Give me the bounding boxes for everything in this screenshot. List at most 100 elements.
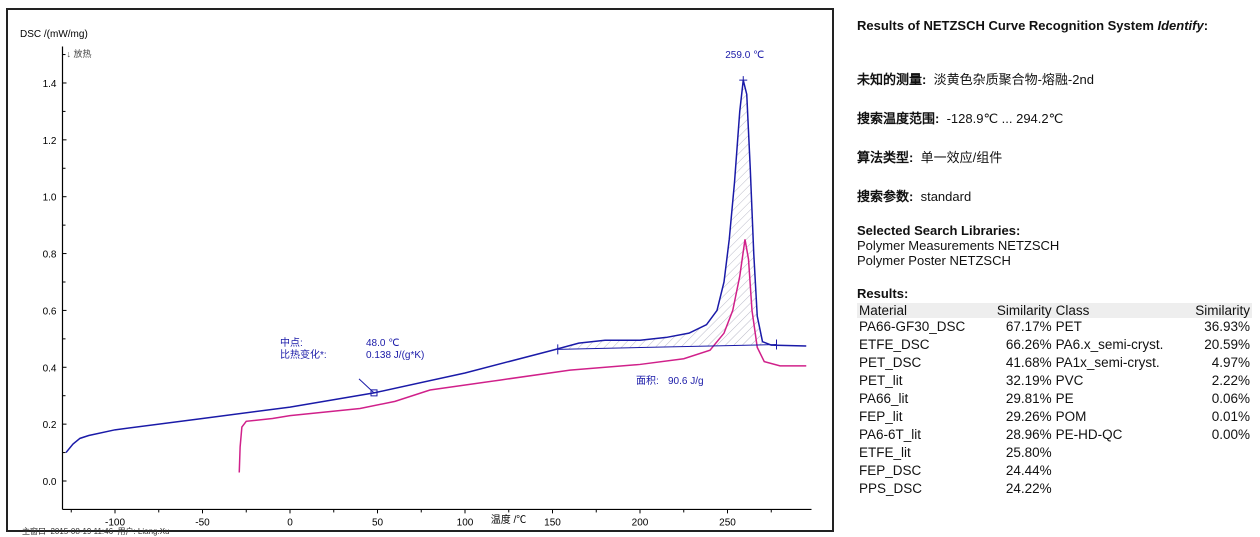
peak-marker xyxy=(739,76,748,85)
material-cell: ETFE_lit xyxy=(859,445,911,460)
area-value: 90.6 J/g xyxy=(668,376,704,387)
baseline-line xyxy=(557,344,777,350)
table-row: FEP_lit 29.26% POM 0.01% xyxy=(857,408,1252,426)
table-row: PPS_DSC 24.22% xyxy=(857,480,1252,498)
midpoint-label: 中点: xyxy=(280,336,303,349)
class-similarity-cell xyxy=(1184,480,1252,498)
table-row: PET_lit 32.19% PVC 2.22% xyxy=(857,372,1252,390)
class-similarity-cell: 20.59% xyxy=(1204,337,1250,352)
table-row: FEP_DSC 24.44% xyxy=(857,462,1252,480)
x-tick-label: 100 xyxy=(457,517,474,528)
library-item: Polymer Poster NETZSCH xyxy=(857,253,1011,268)
similarity-cell: 24.44% xyxy=(1005,463,1052,478)
table-row: PA66-GF30_DSC 67.17% PET 36.93% xyxy=(857,318,1252,336)
y-tick-label: 0.2 xyxy=(43,420,57,431)
midpoint-value: 48.0 ℃ xyxy=(366,338,399,349)
table-row: PET_DSC 41.68% PA1x_semi-cryst. 4.97% xyxy=(857,354,1252,372)
class-similarity-cell: 0.01% xyxy=(1211,409,1250,424)
results-panel: Results of NETZSCH Curve Recognition Sys… xyxy=(857,18,1252,498)
peak-area-hatch xyxy=(557,80,777,350)
x-tick-label: 150 xyxy=(544,517,561,528)
search-range: 搜索温度范围: -128.9℃ ... 294.2℃ xyxy=(857,111,1064,126)
peak-label: 259.0 ℃ xyxy=(725,50,764,61)
x-tick-label: 200 xyxy=(632,517,649,528)
class-cell: PET xyxy=(1055,319,1082,334)
y-tick-label: 0.6 xyxy=(43,306,57,317)
footer-window: 主窗口 xyxy=(22,527,46,536)
footer-user: 用户: Liang.Xu xyxy=(117,527,170,536)
similarity-cell: 66.26% xyxy=(1005,337,1052,352)
series-library-line xyxy=(238,239,807,473)
x-axis-label: 温度 /℃ xyxy=(491,513,527,526)
footer: 主窗口 2015-08-19 11:46 用户: Liang.Xu xyxy=(22,526,170,537)
results-section: Results: Material Similarity Class Simil… xyxy=(857,286,1252,498)
x-tick-label: -100 xyxy=(105,517,125,528)
material-cell: PA66-GF30_DSC xyxy=(859,319,966,334)
header-class: Class xyxy=(1053,303,1184,318)
material-cell: FEP_lit xyxy=(859,409,903,424)
similarity-cell: 67.17% xyxy=(1005,319,1052,334)
material-cell: ETFE_DSC xyxy=(859,337,930,352)
class-similarity-cell: 4.97% xyxy=(1211,355,1250,370)
header-class-similarity: Similarity xyxy=(1183,303,1252,318)
similarity-cell: 41.68% xyxy=(1005,355,1052,370)
material-cell: PA6-6T_lit xyxy=(859,427,922,442)
y-tick-label: 1.2 xyxy=(43,136,57,147)
similarity-cell: 29.26% xyxy=(1005,409,1052,424)
y-tick-label: 0.0 xyxy=(43,477,57,488)
class-similarity-cell: 0.06% xyxy=(1211,391,1250,406)
footer-datetime: 2015-08-19 11:46 xyxy=(50,527,114,536)
class-cell: PE xyxy=(1055,391,1074,406)
table-row: PA66_lit 29.81% PE 0.06% xyxy=(857,390,1252,408)
similarity-cell: 24.22% xyxy=(1005,481,1052,496)
y-tick-label: 0.8 xyxy=(43,250,57,261)
exo-direction-label: ↓ 放热 xyxy=(67,48,92,59)
class-cell: PA6.x_semi-cryst. xyxy=(1055,337,1164,352)
material-cell: PA66_lit xyxy=(859,391,909,406)
material-cell: FEP_DSC xyxy=(859,463,922,478)
similarity-cell: 29.81% xyxy=(1005,391,1052,406)
class-similarity-cell: 2.22% xyxy=(1211,373,1250,388)
class-similarity-cell xyxy=(1184,462,1252,480)
material-cell: PET_DSC xyxy=(859,355,922,370)
class-similarity-cell: 36.93% xyxy=(1204,319,1250,334)
glass-leader xyxy=(358,378,375,394)
table-row: ETFE_DSC 66.26% PA6.x_semi-cryst. 20.59% xyxy=(857,336,1252,354)
area-label: 面积: xyxy=(636,375,659,387)
class-cell xyxy=(1054,480,1184,498)
material-cell: PET_lit xyxy=(859,373,903,388)
class-cell: PA1x_semi-cryst. xyxy=(1055,355,1160,370)
libraries: Selected Search Libraries: Polymer Measu… xyxy=(857,223,1252,268)
class-cell: PE-HD-QC xyxy=(1055,427,1123,442)
y-tick-label: 1.0 xyxy=(43,193,57,204)
x-tick-label: 0 xyxy=(287,517,293,528)
y-axis-label: DSC /(mW/mg) xyxy=(20,29,88,40)
table-row: PA6-6T_lit 28.96% PE-HD-QC 0.00% xyxy=(857,426,1252,444)
similarity-cell: 32.19% xyxy=(1005,373,1052,388)
x-tick-label: 50 xyxy=(372,517,384,528)
glass-midpoint-marker xyxy=(370,389,378,397)
class-cell xyxy=(1054,462,1184,480)
class-similarity-cell: 0.00% xyxy=(1211,427,1250,442)
dcp-value: 0.138 J/(g*K) xyxy=(366,350,424,361)
header-similarity: Similarity xyxy=(985,303,1054,318)
class-cell: PVC xyxy=(1055,373,1084,388)
unknown-measurement: 未知的测量: 淡黄色杂质聚合物-熔融-2nd xyxy=(857,72,1094,87)
algorithm-type: 算法类型: 单一效应/组件 xyxy=(857,150,1003,165)
library-item: Polymer Measurements NETZSCH xyxy=(857,238,1060,253)
similarity-cell: 28.96% xyxy=(1005,427,1052,442)
header-material: Material xyxy=(857,303,986,318)
class-similarity-cell xyxy=(1184,444,1252,462)
class-cell xyxy=(1054,444,1184,462)
y-tick-label: 0.4 xyxy=(43,363,57,374)
x-tick-label: 250 xyxy=(719,517,736,528)
x-tick-label: -50 xyxy=(195,517,210,528)
class-cell: POM xyxy=(1055,409,1087,424)
similarity-cell: 25.80% xyxy=(1005,445,1052,460)
dcp-label: 比热变化*: xyxy=(280,348,327,361)
dsc-chart-panel: DSC /(mW/mg) ↓ 放热温度 /℃ 0.0 0.2 0.4 0.6 0.8 1.0 1… xyxy=(6,8,834,536)
material-cell: PPS_DSC xyxy=(859,481,923,496)
search-params: 搜索参数: standard xyxy=(857,189,972,204)
series-measured-line xyxy=(65,79,807,454)
